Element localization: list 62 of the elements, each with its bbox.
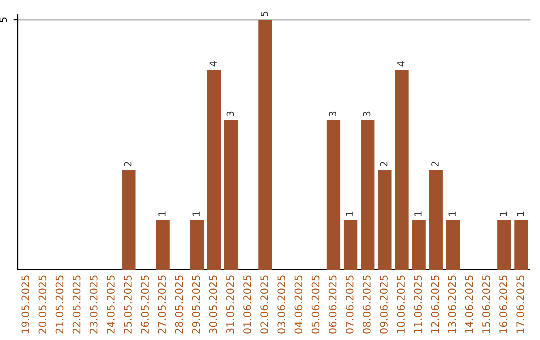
data-label: 1 xyxy=(448,212,456,216)
data-label: 2 xyxy=(380,162,388,167)
x-tick-label: 30.05.2025 xyxy=(209,276,218,334)
data-label: 3 xyxy=(226,112,234,116)
data-label: 4 xyxy=(398,62,405,67)
data-label: 4 xyxy=(210,62,217,67)
bar xyxy=(344,220,358,270)
bar xyxy=(395,70,409,270)
x-tick-label: 29.05.2025 xyxy=(192,276,200,334)
data-label: 2 xyxy=(124,162,132,167)
data-label: 2 xyxy=(432,162,439,167)
bar xyxy=(190,220,204,270)
bar xyxy=(258,20,272,270)
bar xyxy=(326,120,341,270)
data-label: 1 xyxy=(346,212,354,216)
x-tick-label: 24.05.2025 xyxy=(107,276,115,334)
x-tick-label: 27.05.2025 xyxy=(158,276,166,334)
bar xyxy=(446,220,460,270)
bar xyxy=(361,120,375,270)
x-tick-label: 10.06.2025 xyxy=(397,276,406,334)
x-tick-label: 14.06.2025 xyxy=(465,276,474,334)
x-tick-label: 08.06.2025 xyxy=(363,276,371,334)
x-tick-label: 09.06.2025 xyxy=(380,276,388,334)
data-label: 1 xyxy=(500,212,508,216)
bar xyxy=(122,170,136,270)
x-tick-label: 17.06.2025 xyxy=(516,276,524,334)
x-tick-label: 13.06.2025 xyxy=(448,276,456,334)
x-tick-label: 23.05.2025 xyxy=(90,276,98,334)
bar xyxy=(378,170,392,270)
x-tick-label: 05.06.2025 xyxy=(312,276,320,334)
x-tick-label: 04.06.2025 xyxy=(294,276,303,334)
x-tick-label: 26.05.2025 xyxy=(141,276,150,334)
bar xyxy=(498,220,512,270)
x-tick-label: 19.05.2025 xyxy=(22,276,30,334)
x-tick-label: 28.05.2025 xyxy=(175,276,184,334)
x-tick-label: 03.06.2025 xyxy=(278,276,286,334)
x-tick-label: 15.06.2025 xyxy=(482,276,490,334)
x-tick-label: 25.05.2025 xyxy=(124,276,132,334)
x-tick-label: 20.05.2025 xyxy=(38,276,47,334)
x-tick-label: 02.06.2025 xyxy=(260,276,268,334)
x-tick-label: 06.06.2025 xyxy=(328,276,337,334)
x-tick-label: 22.05.2025 xyxy=(72,276,81,334)
bar xyxy=(207,70,222,270)
data-label: 1 xyxy=(192,212,200,216)
x-tick-label: 31.05.2025 xyxy=(226,276,234,334)
data-label: 1 xyxy=(158,212,166,216)
bar xyxy=(429,170,443,270)
bar xyxy=(412,220,426,270)
data-label: 5 xyxy=(261,12,268,16)
x-tick-label: 16.06.2025 xyxy=(500,276,508,334)
x-tick-label: 11.06.2025 xyxy=(414,276,422,334)
data-label: 1 xyxy=(517,212,524,216)
x-tick-label: 21.05.2025 xyxy=(56,276,64,334)
data-label: 3 xyxy=(329,112,337,116)
x-tick-label: 01.06.2025 xyxy=(244,276,252,334)
bar xyxy=(224,120,238,270)
data-label: 3 xyxy=(363,112,371,116)
x-tick-label: 07.06.2025 xyxy=(346,276,354,334)
bar xyxy=(156,220,170,270)
bar xyxy=(514,220,528,270)
x-tick-label: 12.06.2025 xyxy=(431,276,440,334)
data-label: 1 xyxy=(414,212,422,216)
